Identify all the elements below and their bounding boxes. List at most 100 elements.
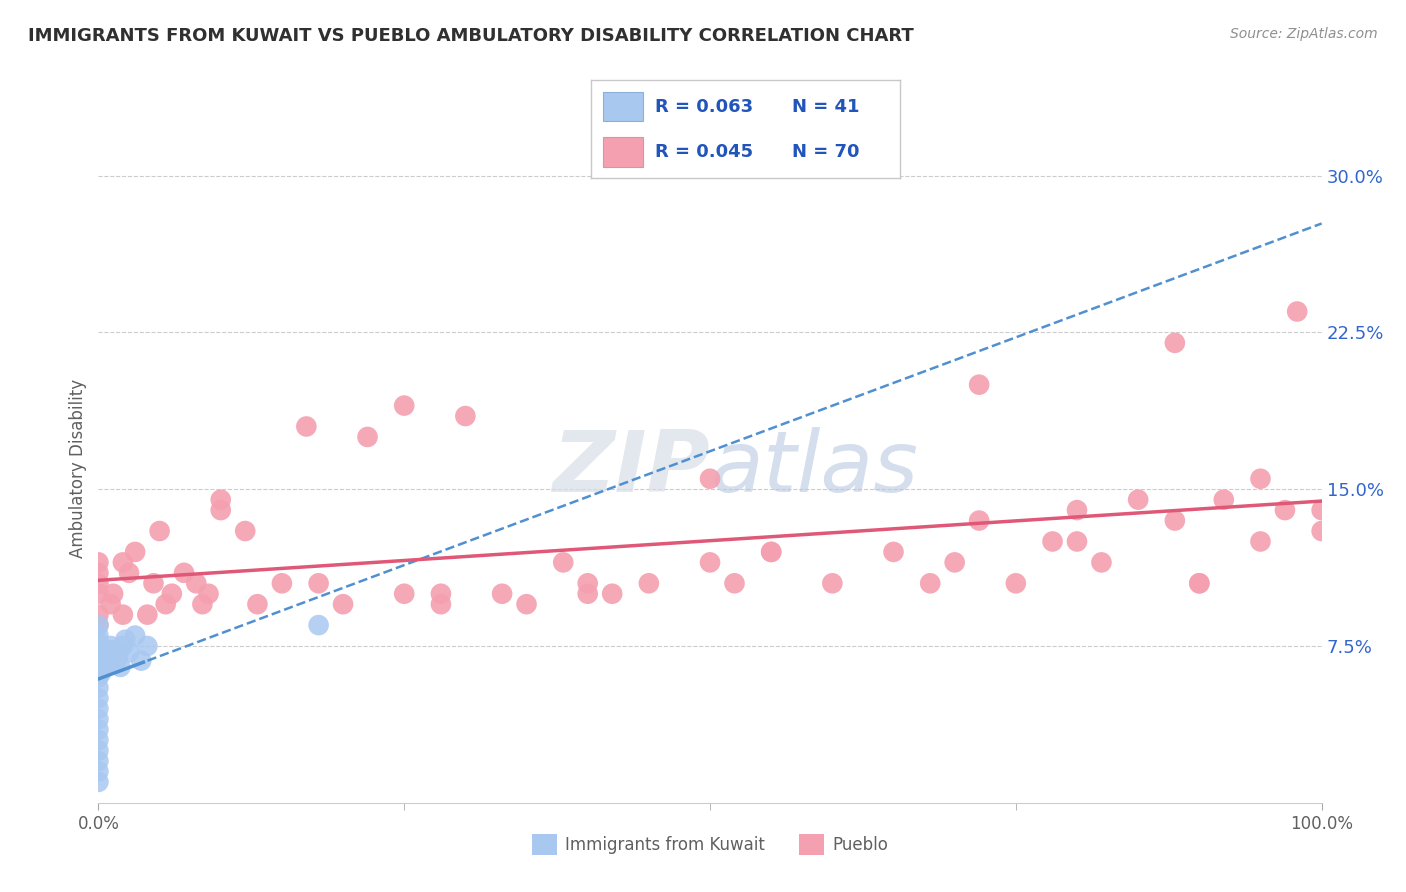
Point [87, 681, 110, 695]
Point [576, 587, 599, 601]
Point [87, 555, 110, 569]
Point [155, 597, 177, 611]
Point [430, 587, 453, 601]
Point [576, 576, 599, 591]
Point [920, 576, 942, 591]
Point [233, 524, 256, 538]
Point [356, 430, 378, 444]
Point [1090, 555, 1112, 569]
Point [308, 618, 330, 632]
Point [967, 377, 990, 392]
Point [883, 545, 905, 559]
Point [392, 399, 416, 413]
Point [761, 545, 783, 559]
Text: N = 41: N = 41 [792, 98, 859, 116]
Point [1310, 503, 1333, 517]
Point [1188, 576, 1211, 591]
Point [87, 618, 110, 632]
Point [430, 597, 453, 611]
Point [118, 645, 141, 659]
Point [87, 691, 110, 706]
Point [110, 660, 132, 674]
Point [1066, 534, 1088, 549]
Point [1128, 492, 1150, 507]
Point [723, 576, 745, 591]
Point [124, 628, 146, 642]
Point [149, 524, 172, 538]
Point [209, 492, 232, 507]
Point [270, 576, 294, 591]
Point [191, 597, 214, 611]
Point [111, 639, 134, 653]
Point [87, 649, 110, 664]
Point [87, 702, 110, 716]
Point [1212, 492, 1234, 507]
Point [1249, 534, 1271, 549]
Point [103, 645, 125, 659]
Point [967, 514, 990, 528]
Point [90, 666, 112, 681]
Point [821, 576, 844, 591]
Text: R = 0.063: R = 0.063 [655, 98, 754, 116]
Point [105, 654, 128, 668]
Point [87, 670, 110, 684]
Point [87, 712, 110, 726]
Point [1066, 503, 1088, 517]
Point [87, 566, 110, 580]
Point [87, 576, 110, 591]
Point [1164, 335, 1187, 350]
Point [600, 587, 623, 601]
FancyBboxPatch shape [603, 137, 643, 167]
Point [98, 645, 121, 659]
Point [87, 645, 110, 659]
Point [943, 555, 966, 569]
Point [699, 555, 721, 569]
Point [101, 587, 124, 601]
Point [129, 654, 152, 668]
Point [209, 503, 232, 517]
Point [160, 587, 183, 601]
Point [197, 587, 219, 601]
Point [111, 555, 134, 569]
Point [87, 775, 110, 789]
Point [87, 628, 110, 642]
Point [1042, 534, 1064, 549]
Point [142, 576, 165, 591]
Point [97, 654, 120, 668]
Point [186, 576, 208, 591]
Y-axis label: Ambulatory Disability: Ambulatory Disability [69, 379, 87, 558]
Text: N = 70: N = 70 [792, 143, 859, 161]
Point [1249, 472, 1271, 486]
Point [94, 656, 117, 670]
Point [295, 419, 318, 434]
Point [87, 639, 110, 653]
Point [491, 587, 513, 601]
Point [553, 555, 575, 569]
Text: Source: ZipAtlas.com: Source: ZipAtlas.com [1230, 27, 1378, 41]
Point [87, 664, 110, 678]
Point [308, 576, 330, 591]
Point [87, 635, 110, 649]
Point [136, 639, 159, 653]
Point [87, 654, 110, 668]
Text: atlas: atlas [710, 426, 918, 510]
Point [392, 587, 416, 601]
Point [87, 660, 110, 674]
Point [332, 597, 354, 611]
Point [87, 764, 110, 779]
Point [87, 733, 110, 747]
Point [87, 587, 110, 601]
Point [107, 649, 129, 664]
Point [454, 409, 477, 423]
Point [173, 566, 195, 580]
Text: IMMIGRANTS FROM KUWAIT VS PUEBLO AMBULATORY DISABILITY CORRELATION CHART: IMMIGRANTS FROM KUWAIT VS PUEBLO AMBULAT… [28, 27, 914, 45]
Point [699, 472, 721, 486]
FancyBboxPatch shape [603, 92, 643, 121]
Point [1164, 514, 1187, 528]
Point [1274, 503, 1296, 517]
Point [87, 754, 110, 768]
Point [118, 566, 141, 580]
Point [246, 597, 269, 611]
Point [91, 660, 114, 674]
Point [1004, 576, 1026, 591]
